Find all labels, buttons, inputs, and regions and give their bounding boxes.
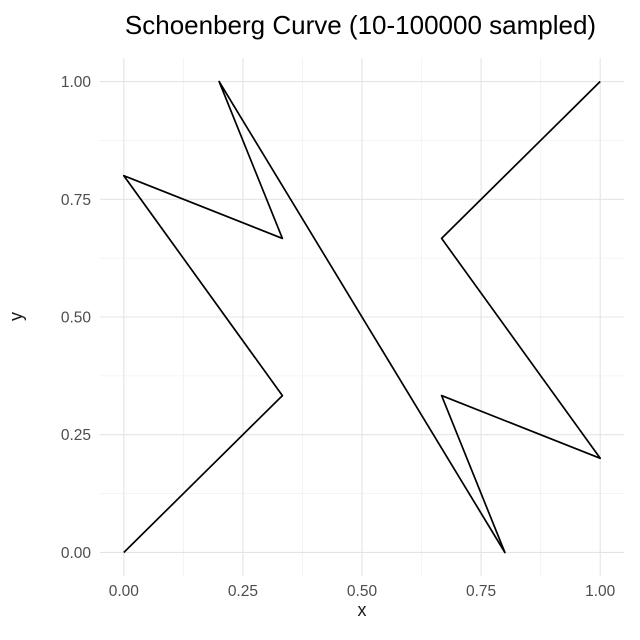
x-tick-label: 0.25 xyxy=(228,583,258,600)
y-tick-label: 0.50 xyxy=(61,310,92,327)
y-tick-label: 0.75 xyxy=(61,192,91,209)
y-tick-label: 1.00 xyxy=(61,74,92,91)
chart-title: Schoenberg Curve (10-100000 sampled) xyxy=(124,10,597,40)
y-tick-label: 0.00 xyxy=(61,545,92,562)
y-axis-title: y xyxy=(6,312,26,321)
x-tick-label: 1.00 xyxy=(585,583,616,600)
x-axis-title: x xyxy=(357,600,367,620)
y-tick-label: 0.25 xyxy=(61,427,91,444)
x-tick-label: 0.50 xyxy=(347,583,378,600)
schoenberg-curve-path xyxy=(122,80,602,554)
x-tick-label: 0.00 xyxy=(109,583,140,600)
x-tick-label: 0.75 xyxy=(466,583,496,600)
